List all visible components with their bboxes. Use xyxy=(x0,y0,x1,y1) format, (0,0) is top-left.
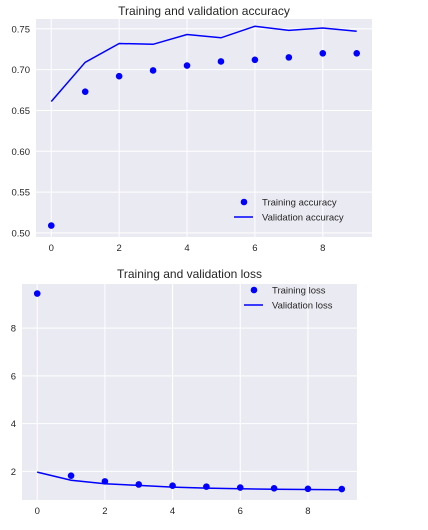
data-point xyxy=(115,72,123,80)
y-tick-label: 2 xyxy=(11,467,16,478)
legend: Training loss Validation loss xyxy=(244,286,333,312)
data-point xyxy=(236,484,244,491)
data-point xyxy=(67,472,75,479)
x-tick-label: 2 xyxy=(117,243,122,254)
x-tick-label: 8 xyxy=(320,243,325,254)
y-tick-label: 0.65 xyxy=(12,106,31,117)
y-tick-label: 0.50 xyxy=(12,228,31,239)
legend-label: Validation loss xyxy=(272,301,333,312)
x-tick-label: 6 xyxy=(238,506,243,517)
y-tick-label: 4 xyxy=(11,419,16,430)
data-point xyxy=(183,62,191,69)
data-point xyxy=(149,67,157,74)
data-point xyxy=(319,49,327,57)
x-tick-label: 0 xyxy=(49,243,54,254)
data-point xyxy=(203,483,210,490)
series-line xyxy=(37,471,342,491)
y-tick-label: 0.75 xyxy=(12,24,31,35)
legend-label: Training loss xyxy=(272,286,326,297)
plot-area xyxy=(22,284,357,500)
chart-title: Training and validation loss xyxy=(117,267,262,281)
y-tick-label: 0.55 xyxy=(12,188,31,199)
data-point xyxy=(285,54,293,61)
x-tick-label: 4 xyxy=(184,243,189,254)
x-tick-label: 4 xyxy=(170,506,175,517)
legend-dot-marker xyxy=(250,286,258,294)
series-line xyxy=(50,25,357,102)
legend: Training accuracy Validation accuracy xyxy=(234,198,344,224)
data-point xyxy=(169,482,176,489)
y-tick-label: 0.70 xyxy=(12,65,31,76)
y-tick-label: 6 xyxy=(11,371,16,382)
x-tick-label: 0 xyxy=(35,506,40,517)
data-point xyxy=(270,485,278,492)
legend-label: Training accuracy xyxy=(262,198,337,209)
data-point xyxy=(47,222,55,229)
legend-label: Validation accuracy xyxy=(262,213,344,224)
plot-area xyxy=(36,19,372,237)
x-tick-label: 6 xyxy=(252,243,257,254)
data-point xyxy=(217,58,225,65)
data-point xyxy=(251,56,259,64)
y-tick-label: 8 xyxy=(11,324,16,335)
data-point xyxy=(81,88,89,95)
data-point xyxy=(353,49,361,57)
chart-title: Training and validation accuracy xyxy=(118,4,290,18)
x-tick-label: 8 xyxy=(305,506,310,517)
data-point xyxy=(135,481,143,488)
y-tick-label: 0.60 xyxy=(12,147,31,158)
chart-1: 0 2 4 6 8 2 4 6 8 Training and validation loss Tra… xyxy=(11,267,357,517)
data-point xyxy=(33,290,41,297)
x-tick-label: 2 xyxy=(102,506,107,517)
chart-0: 0 2 4 6 8 0.50 0.55 0.60 0.65 0.70 0.75 Training an… xyxy=(12,4,372,254)
legend-dot-marker xyxy=(240,198,248,206)
